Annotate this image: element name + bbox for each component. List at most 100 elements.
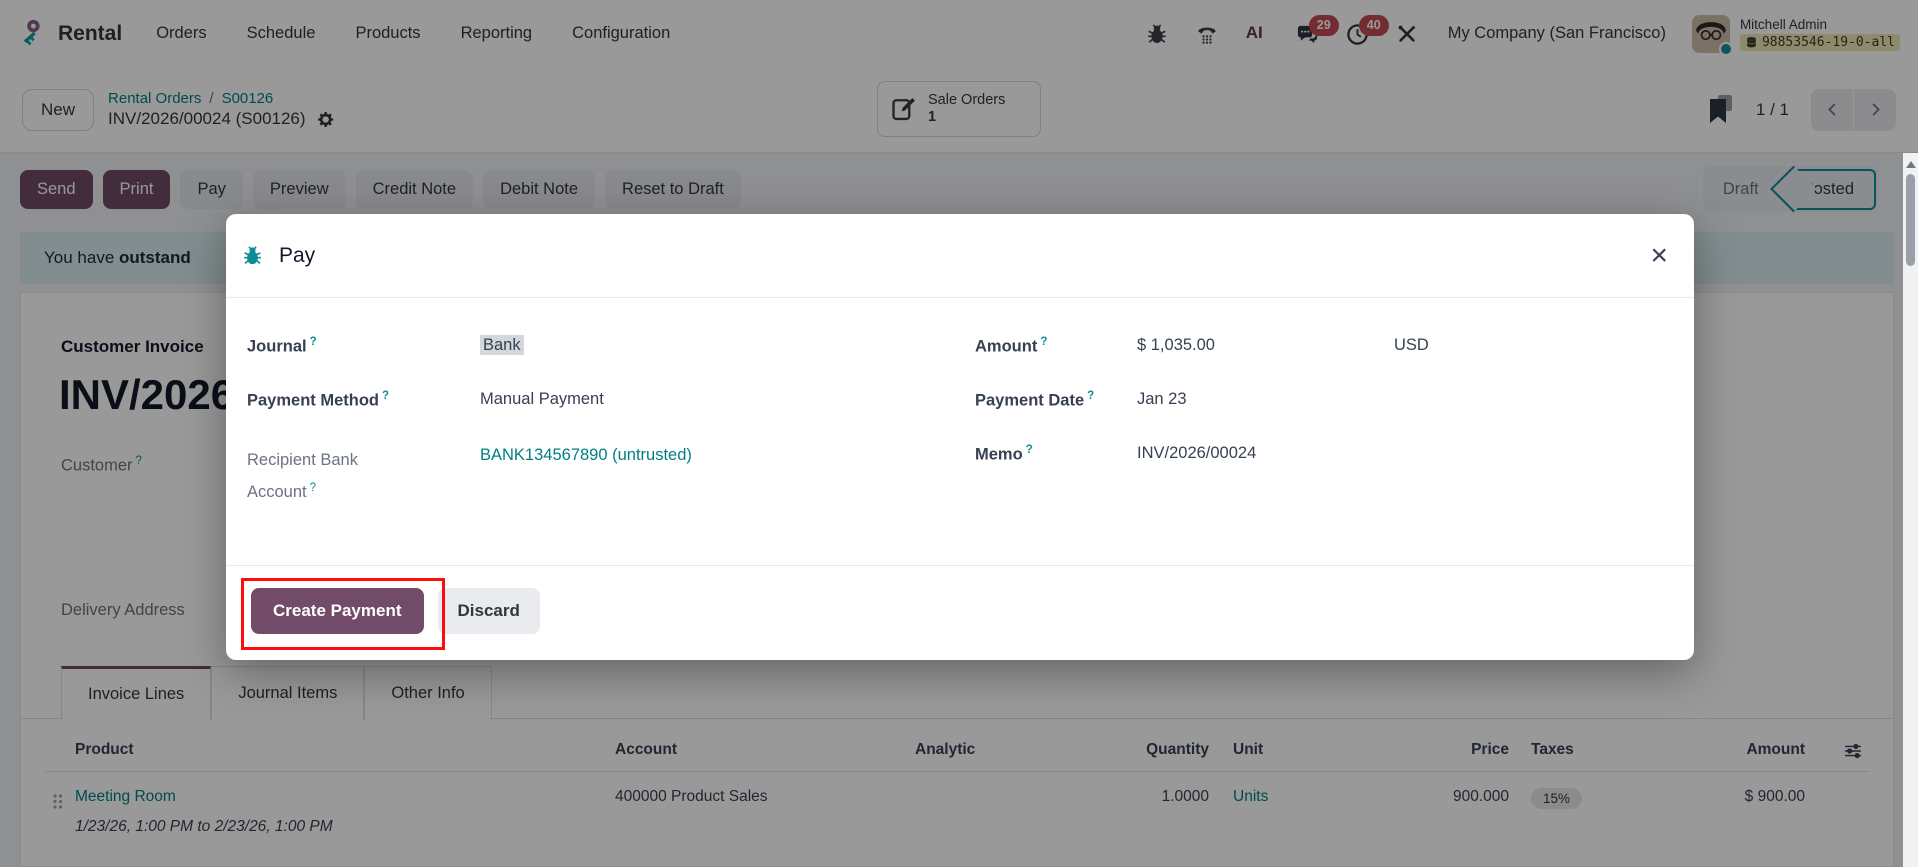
cell-quantity[interactable]: 1.0000 bbox=[1161, 788, 1209, 805]
help-icon: ? bbox=[309, 481, 317, 494]
memo-label: Memo? bbox=[975, 444, 1033, 464]
payment-method-label: Payment Method? bbox=[247, 390, 390, 410]
user-name: Mitchell Admin bbox=[1739, 16, 1827, 32]
help-icon: ? bbox=[1040, 336, 1048, 348]
col-price[interactable]: Price bbox=[1471, 741, 1509, 758]
cell-rental-period: 1/23/26, 1:00 PM to 2/23/26, 1:00 PM bbox=[75, 818, 333, 835]
payment-method-field[interactable]: Manual Payment bbox=[480, 390, 604, 408]
close-icon[interactable]: × bbox=[1650, 238, 1668, 272]
modal-body: Journal? Bank Payment Method? Manual Pay… bbox=[226, 298, 1694, 565]
table-header-row: Product Account Analytic Quantity Unit P… bbox=[45, 733, 1869, 772]
new-button[interactable]: New bbox=[22, 88, 95, 131]
menu-orders[interactable]: Orders bbox=[156, 24, 207, 42]
optional-columns-sliders-icon[interactable] bbox=[1815, 741, 1869, 761]
pager-next-button[interactable] bbox=[1854, 88, 1896, 131]
online-status-dot bbox=[1718, 41, 1733, 56]
action-bar: Send Print Pay Preview Credit Note Debit… bbox=[20, 166, 1878, 212]
invoice-lines-table: Product Account Analytic Quantity Unit P… bbox=[45, 733, 1869, 836]
smart-button-count: 1 bbox=[928, 109, 937, 125]
drag-handle-icon[interactable] bbox=[45, 788, 75, 810]
breadcrumb-rental-orders[interactable]: Rental Orders bbox=[108, 90, 202, 107]
cell-unit-link[interactable]: Units bbox=[1233, 788, 1269, 805]
table-row[interactable]: Meeting Room 1/23/26, 1:00 PM to 2/23/26… bbox=[45, 772, 1869, 836]
pager-count: 1 / 1 bbox=[1755, 99, 1789, 119]
payment-date-label: Payment Date? bbox=[975, 390, 1095, 410]
tab-journal-items[interactable]: Journal Items bbox=[211, 666, 365, 720]
cell-account[interactable]: 400000 Product Sales bbox=[615, 788, 768, 805]
menu-reporting[interactable]: Reporting bbox=[460, 24, 533, 42]
currency-value: USD bbox=[1394, 336, 1429, 354]
memo-field[interactable]: INV/2026/00024 bbox=[1137, 444, 1257, 462]
breadcrumb-s00126[interactable]: S00126 bbox=[221, 90, 274, 107]
modal-title: Pay bbox=[279, 243, 316, 267]
cell-tax-badge[interactable]: 15% bbox=[1531, 788, 1583, 809]
status-posted-badge[interactable]: Posted bbox=[1792, 168, 1876, 210]
help-icon: ? bbox=[1087, 390, 1095, 402]
help-icon: ? bbox=[382, 390, 390, 402]
bug-icon-teal bbox=[242, 245, 263, 266]
cell-price[interactable]: 900.000 bbox=[1452, 788, 1509, 805]
status-draft[interactable]: Draft bbox=[1722, 179, 1759, 198]
company-selector[interactable]: My Company (San Francisco) bbox=[1447, 24, 1666, 42]
modal-footer: Create Payment Discard bbox=[226, 565, 1694, 659]
col-analytic[interactable]: Analytic bbox=[915, 741, 976, 758]
app-switcher[interactable]: Rental bbox=[18, 19, 122, 49]
scrollbar-thumb[interactable] bbox=[1906, 174, 1915, 266]
create-payment-button[interactable]: Create Payment bbox=[251, 588, 424, 634]
voip-phone-icon[interactable] bbox=[1196, 23, 1218, 45]
messages-icon[interactable]: 29 bbox=[1296, 14, 1339, 45]
user-menu[interactable]: Mitchell Admin 98853546-19-0-all bbox=[1691, 14, 1900, 56]
recipient-bank-account-label: Recipient Bank Account? bbox=[247, 451, 358, 502]
col-amount[interactable]: Amount bbox=[1746, 741, 1805, 758]
pager-previous-button[interactable] bbox=[1811, 88, 1853, 131]
reset-to-draft-button[interactable]: Reset to Draft bbox=[605, 169, 741, 209]
activities-clock-icon[interactable]: 40 bbox=[1346, 14, 1389, 45]
top-navbar: Rental Orders Schedule Products Reportin… bbox=[0, 0, 1918, 67]
col-product[interactable]: Product bbox=[75, 741, 134, 758]
menu-configuration[interactable]: Configuration bbox=[572, 24, 671, 42]
ai-icon[interactable]: AI bbox=[1245, 22, 1263, 42]
debit-note-button[interactable]: Debit Note bbox=[483, 169, 596, 209]
sale-orders-smart-button[interactable]: Sale Orders 1 bbox=[877, 81, 1041, 137]
messages-count-badge: 29 bbox=[1308, 14, 1339, 36]
activities-count-badge: 40 bbox=[1358, 14, 1389, 36]
menu-schedule[interactable]: Schedule bbox=[246, 24, 316, 42]
customer-field-label: Customer? bbox=[61, 455, 142, 475]
scrollbar-up-arrow[interactable] bbox=[1905, 161, 1916, 168]
journal-label: Journal? bbox=[247, 336, 317, 356]
send-button[interactable]: Send bbox=[20, 169, 93, 209]
bug-icon[interactable] bbox=[1146, 23, 1168, 45]
credit-note-button[interactable]: Credit Note bbox=[355, 169, 474, 209]
bookmark-icon[interactable] bbox=[1708, 94, 1734, 125]
record-settings-gear-icon[interactable] bbox=[316, 110, 335, 129]
document-type-label: Customer Invoice bbox=[61, 337, 204, 356]
amount-field[interactable]: $ 1,035.00 bbox=[1137, 336, 1215, 354]
col-unit[interactable]: Unit bbox=[1233, 741, 1264, 758]
rental-key-logo-icon bbox=[18, 19, 48, 49]
print-button[interactable]: Print bbox=[102, 169, 171, 209]
smart-button-label: Sale Orders bbox=[928, 92, 1006, 109]
breadcrumb: Rental Orders / S00126 INV/2026/00024 (S… bbox=[108, 90, 335, 129]
col-taxes[interactable]: Taxes bbox=[1531, 741, 1574, 758]
app-name: Rental bbox=[58, 21, 123, 45]
tools-icon[interactable] bbox=[1396, 23, 1418, 45]
main-menu: Orders Schedule Products Reporting Confi… bbox=[156, 24, 670, 43]
preview-button[interactable]: Preview bbox=[252, 169, 346, 209]
vertical-scrollbar[interactable] bbox=[1903, 153, 1918, 867]
database-badge: 98853546-19-0-all bbox=[1739, 33, 1900, 51]
journal-field[interactable]: Bank bbox=[480, 335, 524, 355]
pay-button[interactable]: Pay bbox=[180, 169, 243, 209]
help-icon: ? bbox=[1025, 444, 1033, 456]
notebook-tabs: Invoice Lines Journal Items Other Info bbox=[21, 665, 1893, 720]
menu-products[interactable]: Products bbox=[355, 24, 421, 42]
tab-invoice-lines[interactable]: Invoice Lines bbox=[61, 666, 212, 720]
discard-button[interactable]: Discard bbox=[437, 588, 540, 634]
avatar bbox=[1691, 14, 1733, 56]
col-quantity[interactable]: Quantity bbox=[1146, 741, 1209, 758]
col-account[interactable]: Account bbox=[615, 741, 677, 758]
recipient-bank-account-link[interactable]: BANK134567890 (untrusted) bbox=[480, 446, 692, 464]
cell-product-link[interactable]: Meeting Room bbox=[75, 788, 176, 805]
payment-date-field[interactable]: Jan 23 bbox=[1137, 390, 1187, 408]
help-icon: ? bbox=[135, 455, 142, 467]
tab-other-info[interactable]: Other Info bbox=[364, 666, 492, 720]
